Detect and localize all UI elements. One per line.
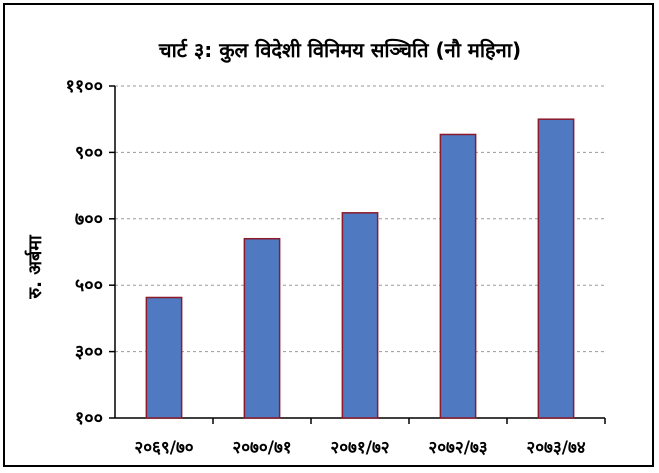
- y-tick-label: ११००: [66, 76, 103, 97]
- x-tick-label: २०७३/७४: [526, 438, 585, 458]
- gridlines: [115, 85, 605, 353]
- y-axis-label: रु. अर्बमा: [24, 234, 46, 300]
- y-tick-label: ३००: [75, 342, 103, 363]
- bar: [439, 133, 477, 419]
- bar-chart: चार्ट ३: कुल विदेशी विनिमय सञ्चिति (नौ म…: [24, 38, 606, 458]
- x-tick-label: २०६९/७०: [134, 438, 193, 458]
- bar: [537, 118, 575, 419]
- y-tick-label: ५००: [75, 275, 103, 296]
- x-tick-label: २०७२/७३: [428, 438, 487, 458]
- bar: [341, 212, 379, 419]
- y-tick-label: ९००: [75, 142, 103, 163]
- bar: [145, 296, 183, 419]
- bars: [145, 118, 575, 419]
- x-tick-labels: २०६९/७० २०७०/७१ २०७१/७२ २०७२/७३ २०७३/७४: [134, 438, 585, 458]
- bar: [243, 237, 281, 419]
- y-tick-label: ७००: [75, 209, 103, 230]
- chart-title: चार्ट ३: कुल विदेशी विनिमय सञ्चिति (नौ म…: [158, 38, 521, 63]
- x-tick-label: २०७१/७२: [330, 438, 389, 458]
- x-tick-label: २०७०/७१: [232, 438, 291, 458]
- y-tick-labels: १०० ३०० ५०० ७०० ९०० ११००: [66, 76, 103, 429]
- chart-frame: चार्ट ३: कुल विदेशी विनिमय सञ्चिति (नौ म…: [3, 3, 654, 467]
- y-tick-label: १००: [75, 408, 103, 429]
